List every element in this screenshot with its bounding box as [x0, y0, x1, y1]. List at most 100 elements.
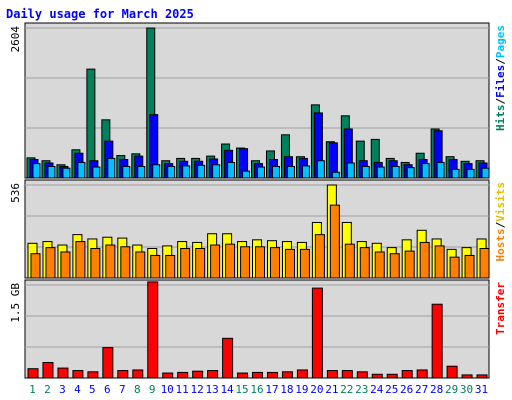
- bar-transfer: [27, 368, 39, 379]
- bar-transfer: [281, 371, 293, 379]
- bar-hosts: [195, 248, 206, 279]
- bar-pages: [182, 165, 191, 179]
- bar-transfer: [222, 337, 234, 379]
- plot-area: [24, 279, 490, 379]
- legend-separator: /: [494, 221, 507, 228]
- bar-pages: [421, 163, 430, 179]
- bar-pages: [62, 167, 71, 179]
- y-axis-max-label: 1.5 GB: [9, 283, 22, 323]
- bar-transfer: [296, 369, 308, 379]
- panel-hosts-visits: 536 Hosts/Visits: [9, 179, 507, 279]
- y-axis-max-label: 2604: [9, 26, 22, 53]
- bar-pages: [152, 164, 161, 179]
- bar-pages: [92, 166, 101, 179]
- bar-hosts: [299, 248, 310, 279]
- x-tick-label: 23: [355, 383, 368, 396]
- bar-transfer: [476, 374, 488, 379]
- bar-hosts: [359, 247, 370, 279]
- bar-transfer: [356, 371, 368, 379]
- bar-transfer: [177, 371, 189, 379]
- x-tick-label: 18: [280, 383, 293, 396]
- x-tick-label: 21: [325, 383, 338, 396]
- bar-transfer: [311, 287, 323, 379]
- x-tick-label: 10: [161, 383, 174, 396]
- bar-transfer: [252, 371, 264, 379]
- bar-hosts: [75, 241, 86, 279]
- x-tick-label: 16: [250, 383, 263, 396]
- bar-transfer: [237, 372, 249, 379]
- bar-hosts: [60, 251, 71, 279]
- x-tick-label: 2: [44, 383, 51, 396]
- x-tick-label: 15: [235, 383, 248, 396]
- bar-transfer: [386, 373, 398, 379]
- x-tick-label: 6: [104, 383, 111, 396]
- panel-legend-transfer: Transfer: [494, 282, 507, 335]
- bar-hosts: [329, 204, 340, 279]
- x-tick-label: 26: [400, 383, 413, 396]
- bar-hosts: [150, 254, 161, 279]
- x-tick-label: 5: [89, 383, 96, 396]
- bar-pages: [286, 165, 295, 179]
- bar-hosts: [419, 241, 430, 279]
- x-tick-label: 22: [340, 383, 353, 396]
- legend-visits: Visits: [494, 182, 507, 222]
- x-tick-label: 12: [191, 383, 204, 396]
- bar-transfer: [42, 362, 54, 379]
- bar-hosts: [404, 250, 415, 279]
- bar-transfer: [431, 303, 443, 379]
- x-tick-label: 9: [149, 383, 156, 396]
- bar-hosts: [314, 234, 325, 279]
- bar-hosts: [449, 256, 460, 279]
- bar-transfer: [147, 281, 159, 379]
- bar-pages: [242, 170, 251, 179]
- bar-transfer: [461, 374, 473, 379]
- bar-transfer: [207, 370, 219, 379]
- bar-pages: [32, 163, 41, 179]
- bar-hosts: [284, 248, 295, 279]
- bar-hosts: [434, 245, 445, 279]
- bar-hosts: [479, 248, 490, 279]
- bar-pages: [376, 166, 385, 179]
- bar-transfer: [341, 370, 353, 379]
- x-tick-label: 14: [220, 383, 234, 396]
- bar-hosts: [464, 254, 475, 279]
- bar-hosts: [105, 244, 116, 279]
- bar-pages: [137, 165, 146, 179]
- x-tick-label: 31: [475, 383, 488, 396]
- bar-hosts: [255, 246, 266, 279]
- bar-pages: [122, 165, 131, 179]
- bar-pages: [107, 157, 116, 179]
- bar-transfer: [57, 367, 69, 379]
- legend-hosts: Hosts: [494, 228, 507, 261]
- bar-transfer: [266, 371, 278, 379]
- bar-hosts: [225, 243, 236, 279]
- bar-hosts: [165, 254, 176, 279]
- y-axis-max-label: 536: [9, 183, 22, 203]
- panel-transfer: 1.5 GB Transfer: [9, 279, 507, 379]
- bar-pages: [167, 165, 176, 179]
- bar-hosts: [135, 251, 146, 279]
- bar-pages: [466, 168, 475, 179]
- x-tick-label: 25: [385, 383, 398, 396]
- legend-separator: /: [494, 58, 507, 65]
- bar-hosts: [90, 248, 101, 279]
- legend-hits: Hits: [494, 105, 507, 132]
- bar-hosts: [374, 251, 385, 279]
- bar-pages: [47, 165, 56, 179]
- legend-files: Files: [494, 65, 507, 98]
- x-tick-label: 28: [430, 383, 443, 396]
- panel-legend-hits-files-pages: Hits/Files/Pages: [494, 25, 507, 131]
- bar-hosts: [210, 244, 221, 279]
- chart-title: Daily usage for March 2025: [6, 7, 194, 21]
- bar-pages: [301, 165, 310, 179]
- bar-transfer: [401, 370, 413, 379]
- bar-pages: [451, 168, 460, 179]
- x-tick-label: 20: [310, 383, 323, 396]
- bar-transfer: [102, 347, 114, 379]
- x-tick-label: 3: [59, 383, 66, 396]
- bar-pages: [271, 165, 280, 179]
- x-tick-label: 13: [205, 383, 218, 396]
